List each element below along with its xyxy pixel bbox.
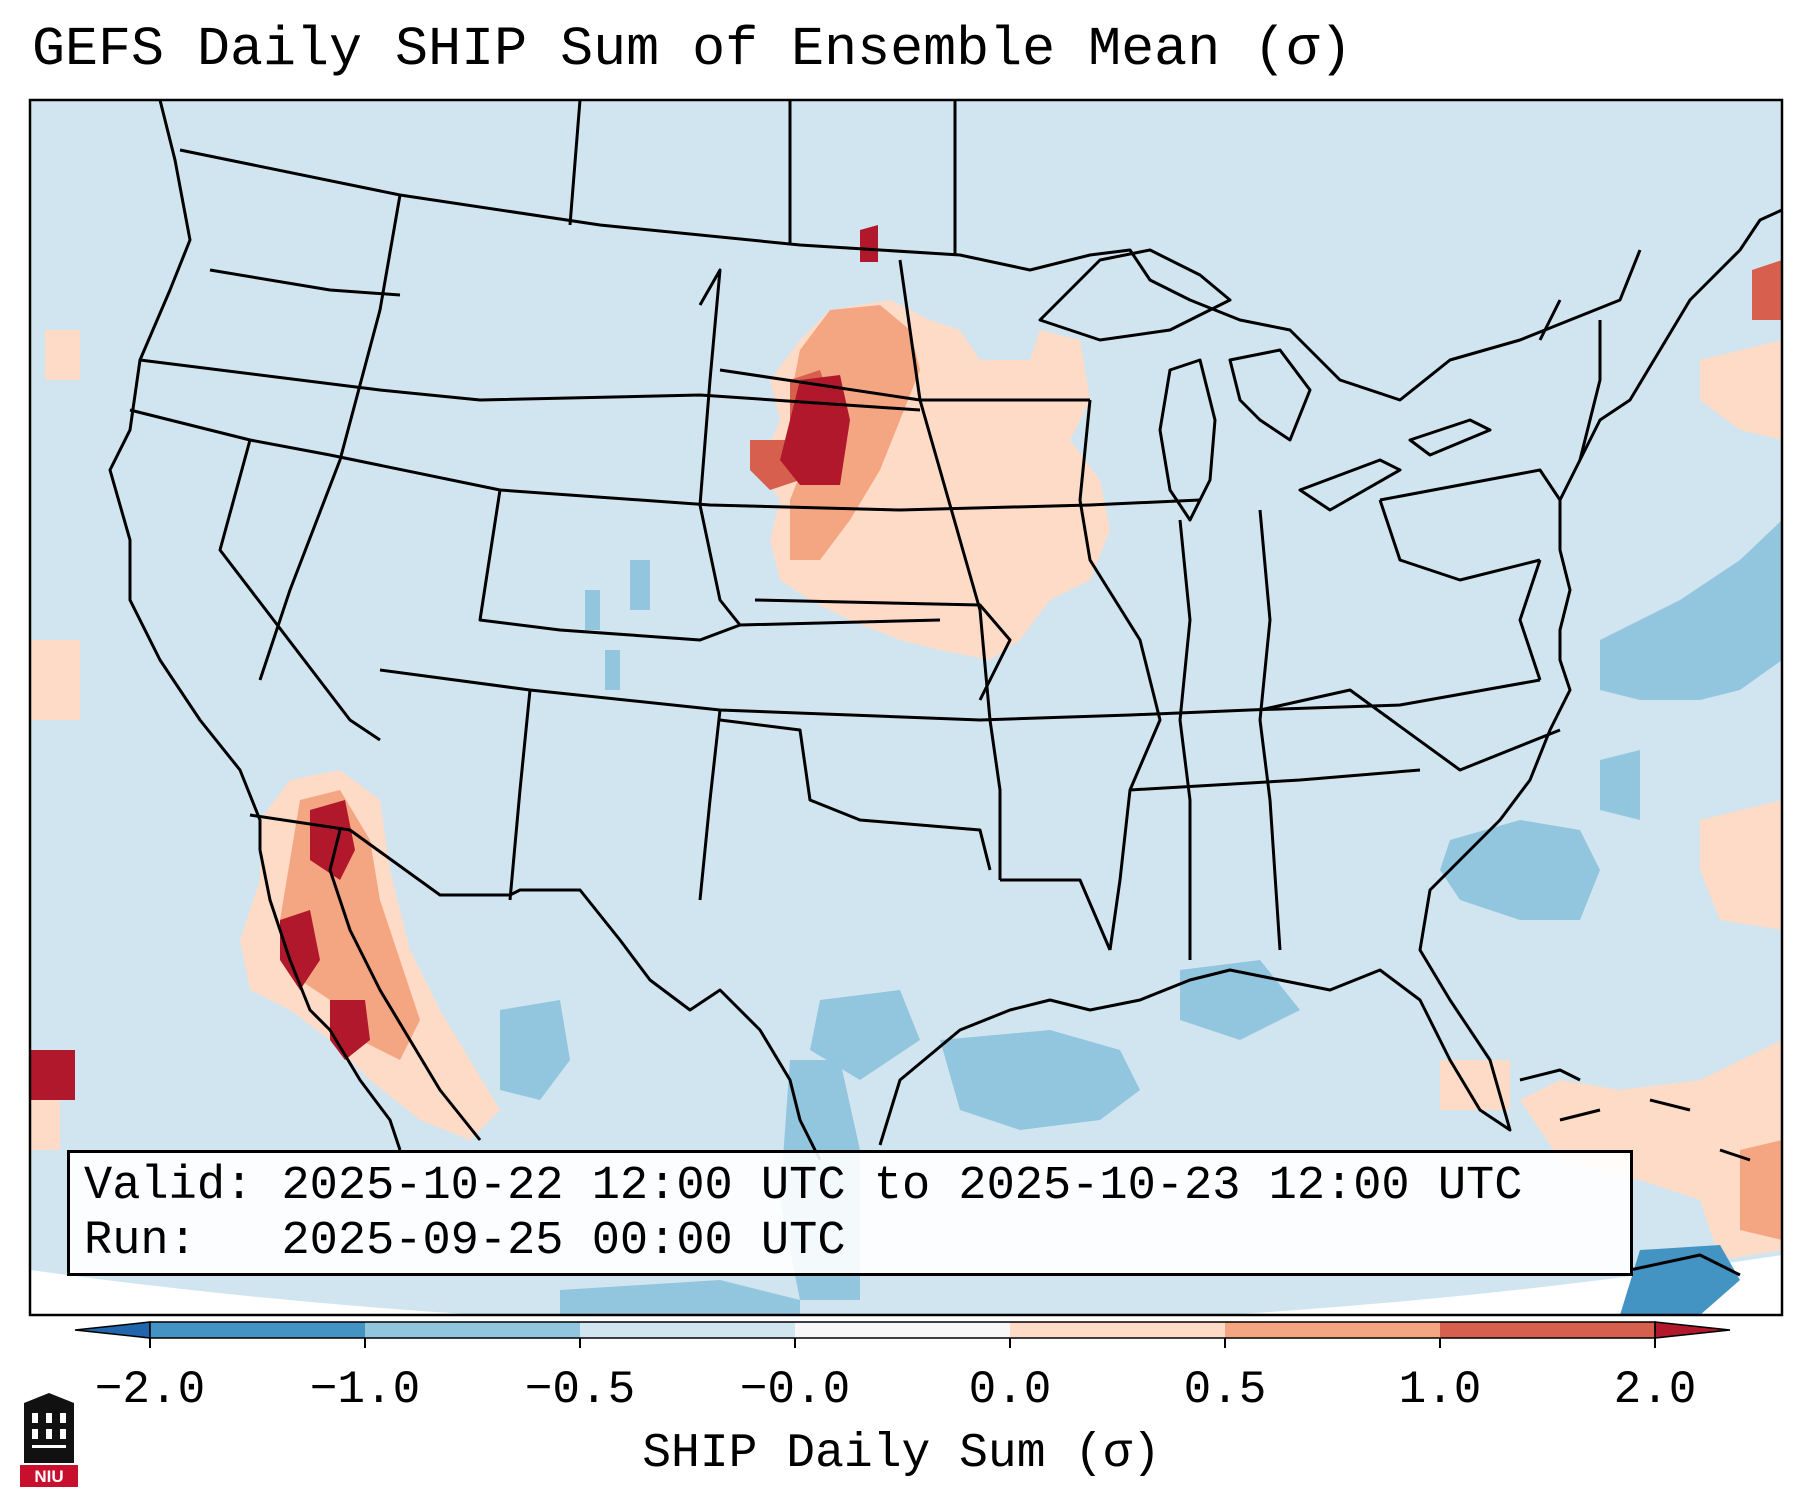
colorbar-tick-label: −0.5 xyxy=(524,1364,636,1416)
colorbar-frame xyxy=(149,1321,1656,1339)
colorbar-tick-label: 2.0 xyxy=(1613,1364,1697,1416)
state-line-12 xyxy=(754,598,1012,701)
pacific-bottom-negative xyxy=(560,1280,800,1315)
colorbar-bin-2 xyxy=(365,1322,580,1338)
west-coast xyxy=(108,100,262,850)
niu-logo: NIU xyxy=(20,1393,78,1487)
colorbar-bin-6 xyxy=(1225,1322,1440,1338)
colorbar-label: SHIP Daily Sum (σ) xyxy=(642,1427,1161,1481)
lake-ontario xyxy=(1408,418,1492,457)
colorbar-bin-3 xyxy=(580,1322,795,1338)
borders xyxy=(108,100,1782,1277)
colorbar-ticks xyxy=(149,1338,1656,1348)
atlantic-negative-1 xyxy=(1600,520,1782,700)
state-line-8 xyxy=(698,709,722,901)
state-line-7 xyxy=(508,689,532,901)
colorbar-extend-low xyxy=(74,1321,151,1339)
baja-gulf-coast xyxy=(328,829,482,1141)
state-line-4 xyxy=(258,194,402,681)
caribbean-negative xyxy=(1620,1245,1740,1315)
colorbar-bin-7 xyxy=(1440,1322,1655,1338)
state-line-17 xyxy=(1129,688,1561,792)
lake-superior xyxy=(1038,248,1232,342)
colorbar-bin-4 xyxy=(795,1322,1010,1338)
caribbean-mid-anomaly xyxy=(1740,1140,1782,1240)
state-line-20 xyxy=(1538,299,1602,461)
state-line-9 xyxy=(698,268,742,626)
logo-text: NIU xyxy=(34,1467,63,1486)
colorbar-tick-label: −2.0 xyxy=(94,1364,206,1416)
pacific-max-anomaly xyxy=(30,1050,75,1100)
state-line-6 xyxy=(379,668,1541,722)
state-line-15 xyxy=(1178,519,1192,960)
colorbar-bin-5 xyxy=(1010,1322,1225,1338)
colorbar-tick-label: 0.5 xyxy=(1183,1364,1267,1416)
chart-title: GEFS Daily SHIP Sum of Ensemble Mean (σ) xyxy=(32,18,1353,81)
hispaniola xyxy=(1629,1253,1741,1277)
colorbar-tick-label: −1.0 xyxy=(309,1364,421,1416)
state-line-16 xyxy=(1258,509,1282,951)
atlantic-light-anomaly xyxy=(1440,340,1782,1110)
plains-mid-anomaly xyxy=(790,305,920,560)
projection-edge xyxy=(30,1255,1782,1315)
colorbar-tick-label: 1.0 xyxy=(1398,1364,1482,1416)
maine-anomaly xyxy=(1752,260,1782,320)
colorbar-tick-label: −0.0 xyxy=(739,1364,851,1416)
baja-max-anomaly xyxy=(280,800,370,1060)
valid-run-info-box: Valid: 2025-10-22 12:00 UTC to 2025-10-2… xyxy=(67,1150,1633,1276)
colorbar-extend-high xyxy=(1654,1321,1731,1339)
run-label: Run: xyxy=(84,1215,197,1268)
valid-value: 2025-10-22 12:00 UTC to 2025-10-23 12:00… xyxy=(281,1160,1523,1213)
state-line-18 xyxy=(1378,468,1562,582)
map-frame xyxy=(28,98,1784,1317)
state-line-13 xyxy=(719,718,992,871)
run-value: 2025-09-25 00:00 UTC xyxy=(281,1215,846,1268)
gulf-negative xyxy=(810,960,1300,1130)
colorbar-tick-label: 0.0 xyxy=(968,1364,1052,1416)
state-line-3 xyxy=(209,268,401,297)
bahamas xyxy=(1519,1068,1751,1162)
state-line-14 xyxy=(898,259,1002,880)
colorbar xyxy=(74,1321,1731,1348)
state-line-19 xyxy=(1518,559,1542,681)
state-line-10 xyxy=(568,100,957,255)
canada-border xyxy=(179,148,1642,402)
state-line-1 xyxy=(129,408,1201,512)
valid-label: Valid: xyxy=(84,1160,254,1213)
us-mexico-border xyxy=(249,813,822,1161)
colorbar-bin-1 xyxy=(150,1322,365,1338)
colorado-negative xyxy=(585,560,650,690)
nevada-line xyxy=(218,439,381,742)
state-line-5 xyxy=(478,489,941,642)
map-background xyxy=(30,100,1782,1315)
nd-anomaly xyxy=(860,225,878,262)
lake-huron xyxy=(1228,348,1312,442)
state-line-2 xyxy=(139,358,921,412)
lake-erie xyxy=(1298,458,1402,512)
baja-west-coast xyxy=(258,849,402,1151)
caribbean-light-anomaly xyxy=(1520,1040,1782,1260)
mississippi-river xyxy=(1078,399,1162,951)
state-line-21 xyxy=(1000,878,1112,951)
atlantic-negative-2 xyxy=(1440,750,1640,920)
gulf-east-coast xyxy=(878,208,1782,1146)
